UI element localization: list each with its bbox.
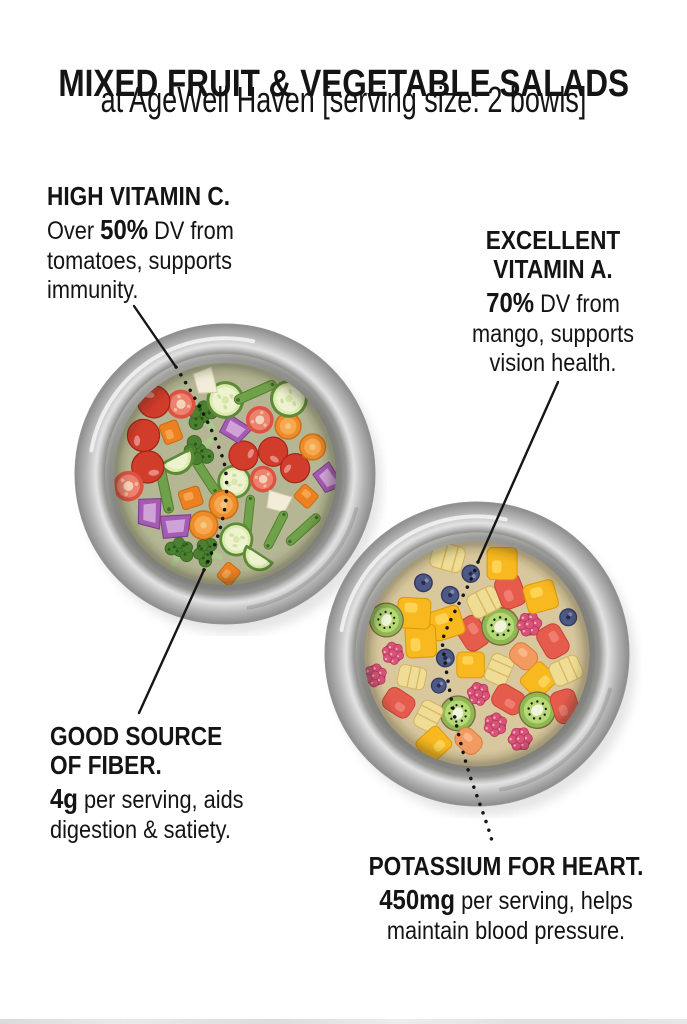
annotation-potassium: POTASSIUM FOR HEART. 450mg per serving, …: [367, 852, 645, 946]
page-subtitle: at AgeWell Haven [serving size: 2 bowls]: [100, 79, 587, 120]
photo-edge-artifact: [0, 1019, 687, 1024]
fiber-body: 4g per serving, aids digestion & satiety…: [50, 783, 244, 844]
potassium-body: 450mg per serving, helps maintain blood …: [379, 884, 633, 945]
vitamin-c-value: 50%: [100, 214, 149, 245]
annotation-fiber: GOOD SOURCE OF FIBER. 4g per serving, ai…: [50, 722, 244, 845]
potassium-heading: POTASSIUM FOR HEART.: [368, 851, 644, 881]
potassium-value: 450mg: [379, 884, 456, 915]
fruit-salad-bowl-photo: [324, 501, 636, 816]
vitamin-c-heading: HIGH VITAMIN C.: [47, 181, 231, 211]
vitamin-c-body: Over 50% DV from tomatoes, supports immu…: [47, 214, 234, 304]
annotation-vitamin-c: HIGH VITAMIN C. Over 50% DV from tomatoe…: [47, 182, 234, 306]
fiber-heading: GOOD SOURCE OF FIBER.: [50, 721, 223, 780]
vitamin-a-body: 70% DV from mango, supports vision healt…: [471, 287, 635, 377]
annotation-vitamin-a: EXCELLENT VITAMIN A. 70% DV from mango, …: [444, 226, 662, 379]
fiber-value: 4g: [50, 783, 78, 814]
vitamin-a-heading: EXCELLENT VITAMIN A.: [485, 225, 621, 284]
vitamin-a-value: 70%: [486, 287, 535, 318]
page-title: MIXED FRUIT & VEGETABLE SALADS: [58, 63, 630, 106]
